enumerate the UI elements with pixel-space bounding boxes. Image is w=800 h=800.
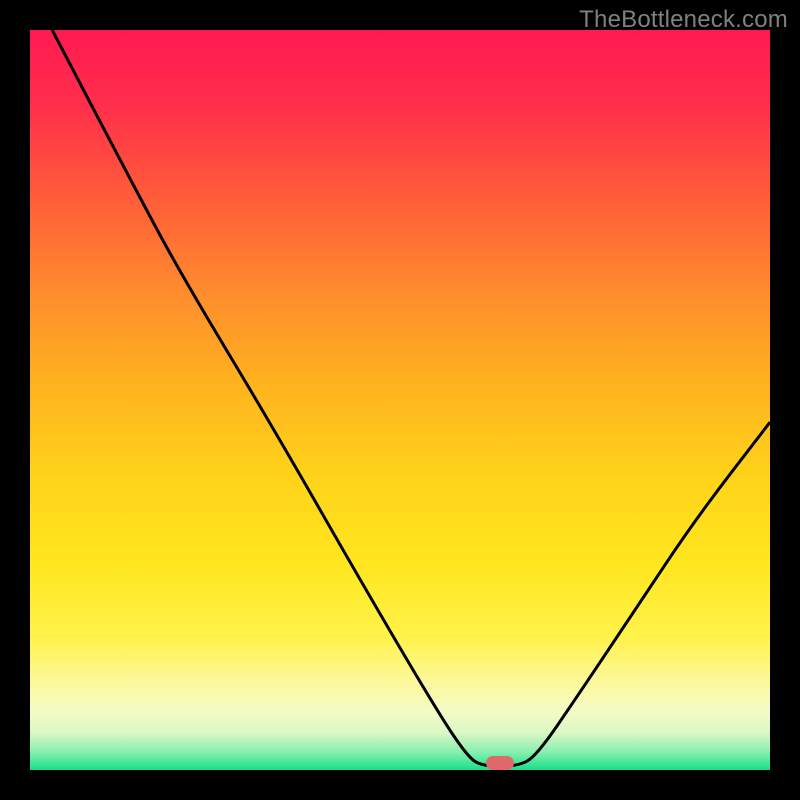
bottleneck-curve <box>30 30 770 770</box>
chart-frame: TheBottleneck.com <box>0 0 800 800</box>
optimal-marker <box>486 756 514 770</box>
watermark-text: TheBottleneck.com <box>579 6 788 34</box>
plot-area <box>30 30 770 770</box>
